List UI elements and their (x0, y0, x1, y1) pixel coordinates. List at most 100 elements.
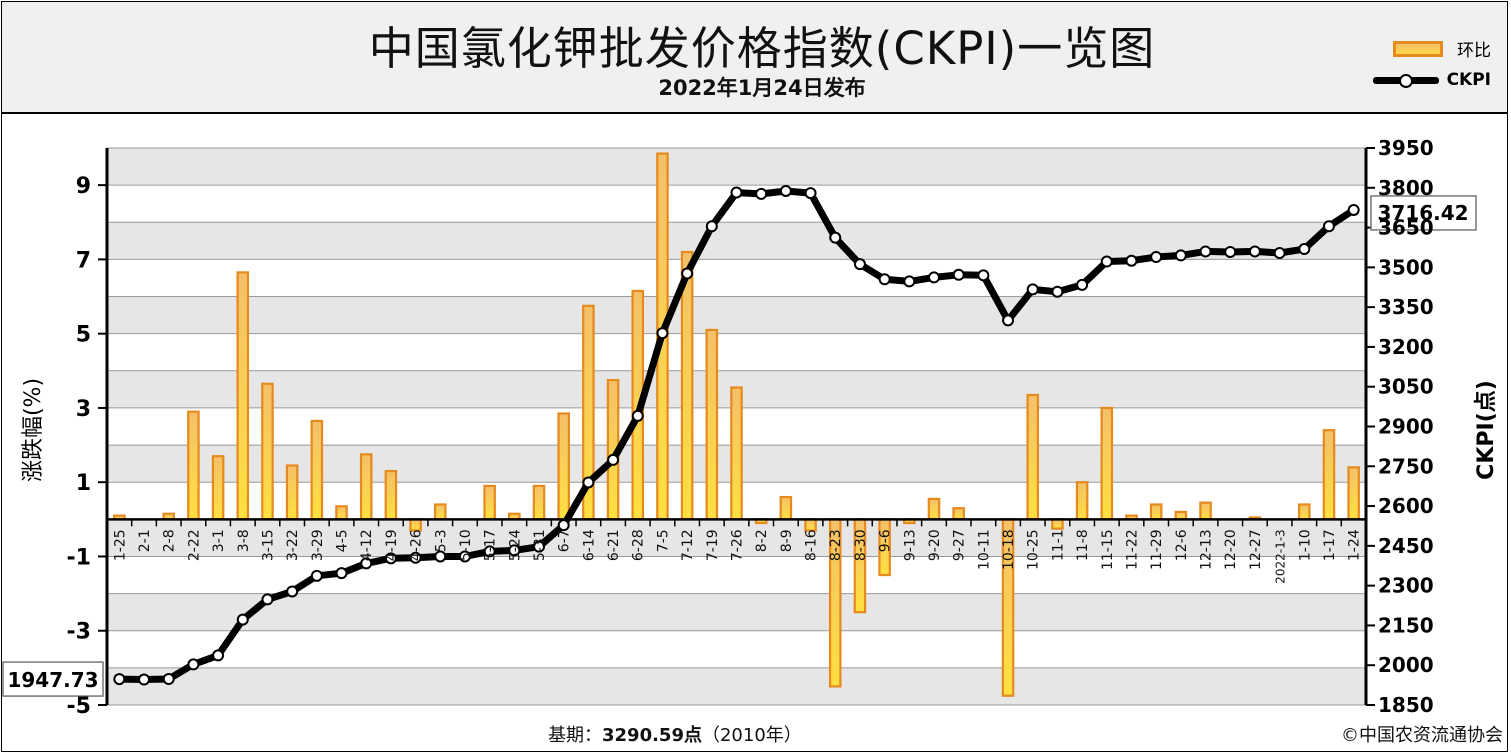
ckpi-point (138, 673, 151, 686)
bar-mom (261, 382, 274, 521)
ckpi-point (1322, 220, 1335, 233)
y-left-tick-label: -3 (67, 620, 91, 645)
ckpi-point (829, 231, 842, 244)
x-tick-label: 9-13 (902, 529, 918, 561)
x-tick-label: 11-1 (1050, 529, 1066, 561)
y-right-tick-label: 3800 (1378, 176, 1434, 200)
ckpi-point (927, 271, 940, 284)
y-left-title: 涨跌幅(%) (21, 378, 46, 482)
x-tick-label: 8-16 (804, 529, 820, 561)
x-tick-label: 7-12 (680, 529, 696, 561)
bar-mom (359, 453, 373, 521)
ckpi-point (384, 552, 397, 565)
x-tick-label: 2-22 (186, 529, 202, 561)
y-left-tick-label: 5 (76, 323, 91, 348)
y-right-tick-label: 3050 (1378, 375, 1434, 399)
ckpi-point (779, 184, 792, 197)
line-series: 1947.73 3716.42 (2, 184, 1477, 697)
x-tick-label: 5-31 (532, 529, 548, 561)
ckpi-point (1174, 249, 1187, 262)
ckpi-point (533, 540, 546, 553)
footer-base-period: 基期：3290.59点（2010年） (548, 721, 802, 747)
x-tick-label: 3-1 (211, 529, 227, 552)
x-tick-label: 8-23 (828, 529, 844, 561)
chart-header: 中国氯化钾批发价格指数(CKPI)一览图 2022年1月24日发布 环比 CKP… (2, 2, 1507, 114)
bar-mom (804, 518, 817, 532)
ckpi-point (582, 476, 595, 489)
x-tick-label: 7-19 (705, 529, 721, 561)
ckpi-point (681, 267, 694, 280)
ckpi-point (286, 585, 299, 598)
y-right-tick-label: 3650 (1378, 216, 1434, 240)
y-left-tick-label: 3 (76, 397, 91, 422)
annotation-end-box (1370, 195, 1477, 231)
bar-mom (1298, 503, 1311, 521)
chart-subtitle: 2022年1月24日发布 (658, 76, 866, 100)
x-tick-label: 3-15 (260, 529, 276, 561)
ckpi-point (977, 269, 990, 282)
x-tick-label: 9-6 (878, 529, 894, 552)
x-tick-label: 4-5 (335, 529, 351, 552)
bar-mom (211, 455, 225, 521)
x-tick-label: 12-13 (1199, 529, 1215, 570)
chart-title: 中国氯化钾批发价格指数(CKPI)一览图 (368, 22, 1156, 75)
plot-band (107, 630, 1366, 668)
y-right-tick-label: 3500 (1378, 255, 1434, 279)
x-tick-label: 2-8 (162, 529, 178, 552)
y-left-tick-label: -5 (67, 694, 91, 719)
x-tick-label: 10-11 (976, 529, 992, 570)
ckpi-point (705, 220, 718, 233)
annotation-start-label: 1947.73 (7, 668, 98, 692)
x-tick-label: 11-22 (1124, 529, 1140, 570)
bar-mom (680, 250, 694, 521)
x-tick-label: 11-15 (1100, 529, 1116, 570)
ckpi-point (236, 613, 249, 626)
annotation-end: 3716.42 (1370, 195, 1477, 231)
y-right-tick-label: 1850 (1378, 693, 1434, 717)
plot-band (107, 333, 1366, 371)
x-tick-label: 3-29 (310, 529, 326, 561)
bar-mom (927, 497, 941, 521)
axes (98, 147, 1375, 706)
y-right-tick-label: 2150 (1378, 613, 1434, 637)
bar-mom (335, 505, 348, 521)
ckpi-point (212, 649, 225, 662)
bar-mom (557, 412, 570, 521)
legend-item-mom: 环比 (1393, 36, 1491, 61)
footer-base-year: （2010年） (701, 725, 802, 746)
ckpi-point (1125, 254, 1138, 267)
bar-mom (384, 469, 398, 521)
x-tick-label: 1-25 (112, 529, 128, 561)
plot-band (107, 296, 1366, 334)
x-tick-label: 3-8 (236, 529, 252, 552)
bar-mom (310, 419, 324, 521)
ckpi-point (335, 567, 348, 580)
x-tick-label: 5-3 (433, 529, 449, 552)
x-tick-label: 5-17 (483, 529, 499, 561)
y-left-tick-label: -1 (67, 545, 91, 570)
x-tick-label: 6-7 (557, 529, 573, 552)
y-right-tick-label: 2450 (1378, 534, 1434, 558)
ckpi-point (1100, 255, 1113, 268)
bar-mom (1199, 501, 1212, 521)
bar-mom (433, 503, 447, 521)
ckpi-point (162, 673, 175, 686)
bar-mom (1100, 406, 1114, 521)
x-tick-label: 3-22 (285, 529, 301, 561)
ckpi-point (1273, 247, 1286, 260)
x-tick-label: 12-20 (1223, 529, 1239, 570)
ckpi-point (631, 409, 644, 422)
footer-copyright: ©中国农资流通协会 (1341, 725, 1503, 746)
ckpi-point (508, 544, 521, 557)
footer-base-label: 基期： (548, 725, 602, 746)
plot-band (107, 667, 1366, 705)
ckpi-point (878, 273, 891, 286)
axis-labels: 9 7 5 3 1 -1 -3 -5 3950 3800 3650 3500 3350 3200 3050 2… (21, 136, 1499, 719)
x-tick-label: 12-27 (1248, 529, 1264, 570)
ckpi-point (1026, 283, 1039, 296)
x-tick-label: 4-12 (359, 529, 375, 561)
legend-label-mom: 环比 (1457, 41, 1491, 61)
ckpi-point (607, 453, 620, 466)
x-tick-label: 11-29 (1149, 529, 1165, 570)
